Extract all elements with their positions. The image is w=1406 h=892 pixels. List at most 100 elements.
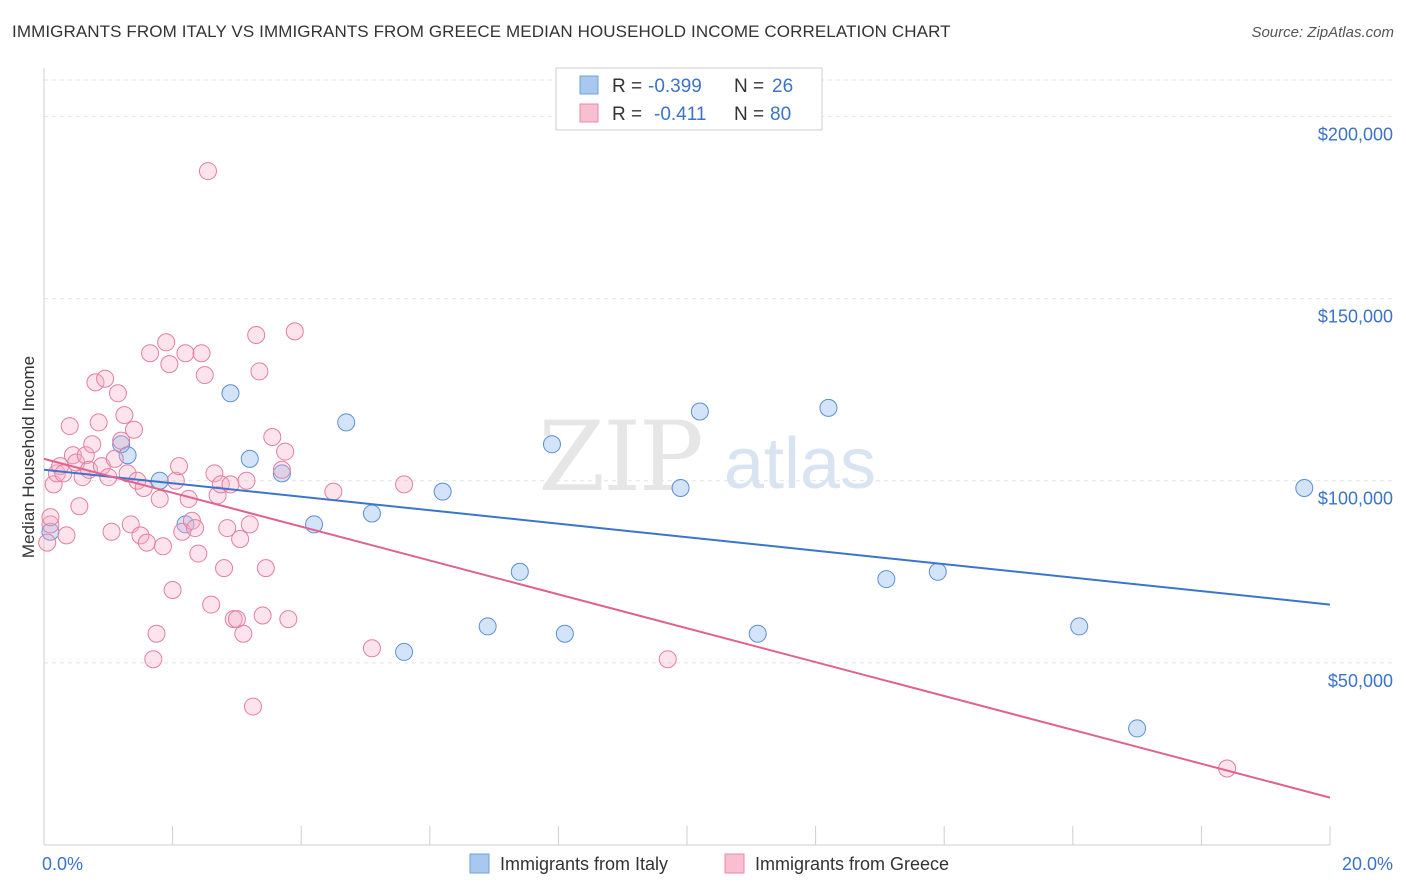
point-greece [215, 559, 234, 578]
point-greece [160, 355, 179, 374]
x-tick-label: 20.0% [1342, 854, 1393, 874]
x-tick-label: 0.0% [42, 854, 83, 874]
y-tick-label: $50,000 [1328, 671, 1393, 691]
point-greece [144, 650, 163, 669]
point-italy [395, 642, 414, 661]
point-greece [195, 366, 214, 385]
point-greece [163, 581, 182, 599]
legend-r-label: R = [612, 104, 642, 125]
point-greece [102, 522, 121, 541]
point-greece [240, 515, 259, 534]
point-greece [272, 460, 291, 479]
watermark-atlas: atlas [724, 424, 876, 504]
y-tick-label: $100,000 [1318, 489, 1393, 509]
point-greece [253, 606, 272, 625]
point-greece [105, 449, 124, 468]
legend-n-label: N = [734, 76, 764, 97]
point-greece [131, 526, 150, 545]
point-greece [234, 624, 253, 643]
watermark: ZIP atlas [538, 401, 876, 513]
point-greece [276, 442, 295, 461]
point-greece [96, 369, 115, 388]
point-italy [671, 479, 690, 497]
legend-swatch-italy [579, 75, 599, 95]
point-greece [41, 515, 60, 534]
legend-swatch-greece [579, 103, 599, 123]
point-greece [279, 610, 298, 629]
legend-n-value-greece: 80 [770, 104, 791, 125]
bottom-legend-italy: Immigrants from Italy [500, 854, 668, 874]
point-italy [362, 504, 381, 523]
point-greece [157, 333, 176, 352]
point-italy [748, 624, 767, 643]
point-greece [125, 420, 144, 439]
point-greece [83, 435, 102, 454]
point-greece [285, 322, 304, 341]
point-greece [134, 479, 153, 497]
point-greece [247, 326, 266, 344]
point-greece [263, 428, 282, 446]
point-greece [115, 406, 134, 425]
point-greece [202, 595, 221, 614]
trend-lines [43, 457, 1331, 799]
y-tick-label: $200,000 [1318, 124, 1393, 144]
point-italy [478, 617, 497, 636]
bottom-legend-swatch-greece [724, 853, 745, 874]
y-tick-label: $150,000 [1318, 307, 1393, 327]
point-italy [819, 398, 838, 417]
correlation-legend: R = -0.399 N = 26 R = -0.411 N = 80 [555, 67, 823, 131]
bottom-legend-swatch-italy [469, 853, 490, 874]
point-italy [510, 562, 529, 581]
point-greece [141, 344, 160, 363]
point-greece [176, 344, 195, 363]
legend-r-label: R = [612, 76, 642, 97]
point-italy [1070, 617, 1089, 636]
watermark-zip: ZIP [538, 401, 701, 513]
point-greece [137, 533, 156, 552]
point-italy [690, 402, 709, 421]
point-greece [362, 639, 381, 658]
point-italy [928, 562, 947, 581]
legend-r-value-italy: -0.399 [648, 76, 702, 97]
point-greece [112, 431, 131, 450]
point-greece [89, 413, 108, 432]
legend-n-value-italy: 26 [772, 76, 793, 97]
point-italy [240, 449, 259, 468]
point-greece [218, 519, 237, 538]
legend-n-label: N = [734, 104, 764, 125]
point-italy [433, 482, 452, 501]
axes [43, 68, 1331, 846]
point-greece [57, 526, 76, 545]
point-italy [337, 413, 356, 432]
point-italy [542, 435, 561, 454]
point-greece [395, 475, 414, 494]
data-points [38, 162, 1314, 778]
point-greece [147, 624, 166, 643]
point-greece [86, 373, 105, 392]
point-italy [877, 570, 896, 589]
point-greece [170, 457, 189, 476]
point-greece [108, 384, 127, 403]
trend-line-greece [43, 457, 1331, 799]
grid-lines [44, 79, 1395, 664]
legend-r-value-greece: -0.411 [654, 104, 706, 125]
point-greece [198, 162, 217, 181]
y-tick-labels: $50,000 $100,000 $150,000 $200,000 [1318, 124, 1393, 690]
point-greece [60, 417, 79, 436]
point-italy [555, 624, 574, 643]
point-greece [231, 530, 250, 548]
chart-title: IMMIGRANTS FROM ITALY VS IMMIGRANTS FROM… [12, 22, 951, 41]
point-greece [256, 559, 275, 578]
y-axis-title: Median Household Income [19, 356, 38, 558]
source-label: Source: ZipAtlas.com [1251, 24, 1394, 41]
point-greece [38, 533, 57, 552]
point-italy [1128, 719, 1147, 738]
trend-line-italy [43, 468, 1331, 606]
point-greece [186, 519, 205, 538]
point-greece [658, 650, 677, 669]
point-greece [237, 471, 256, 490]
point-greece [205, 464, 224, 483]
point-greece [189, 544, 208, 563]
point-italy [1295, 479, 1314, 497]
